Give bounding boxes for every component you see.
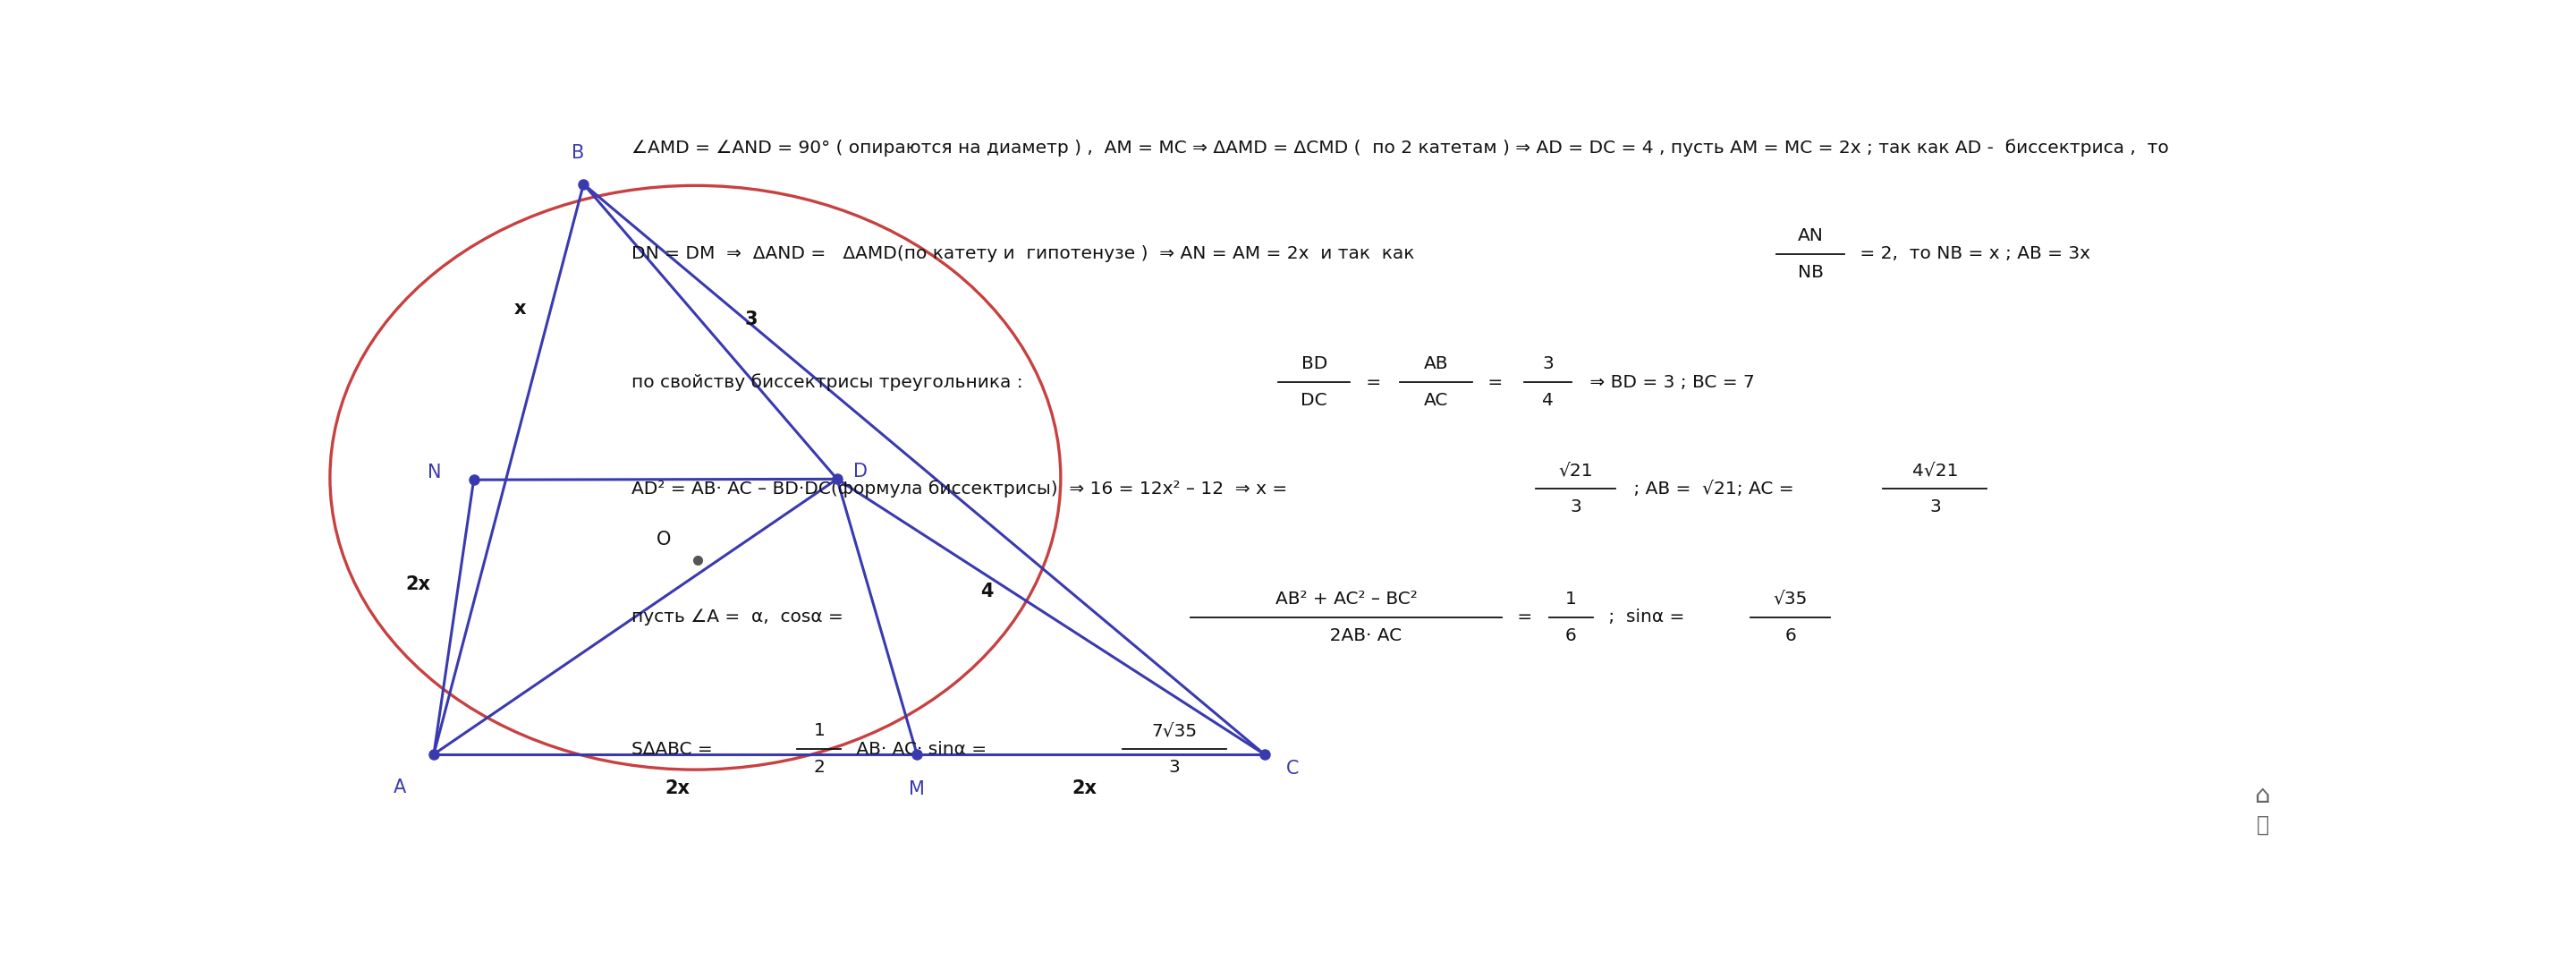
Text: N: N (428, 463, 443, 481)
Text: AD² = AB· AC – BD·DC(формула биссектрисы)  ⇒ 16 = 12x² – 12  ⇒ x =: AD² = AB· AC – BD·DC(формула биссектрисы… (631, 479, 1293, 497)
Text: A: A (394, 779, 407, 797)
Text: √21: √21 (1558, 462, 1592, 478)
Text: √35: √35 (1772, 590, 1808, 607)
Text: AB· AC· sinα =: AB· AC· sinα = (850, 740, 992, 758)
Text: 6: 6 (1566, 627, 1577, 644)
Text: 2x: 2x (404, 575, 430, 593)
Text: ;  sinα =: ; sinα = (1602, 609, 1690, 625)
Text: по свойству биссектрисы треугольника :: по свойству биссектрисы треугольника : (631, 374, 1028, 391)
Text: 2: 2 (814, 759, 824, 776)
Text: ⌂: ⌂ (2254, 782, 2269, 808)
Text: BD: BD (1301, 355, 1327, 373)
Text: 6: 6 (1785, 627, 1795, 644)
Text: M: M (909, 780, 925, 798)
Text: 3: 3 (1543, 355, 1553, 373)
Text: 3: 3 (1929, 498, 1940, 516)
Text: DN = DM  ⇒  ΔAND =   ΔAMD(по катету и  гипотенузе )  ⇒ AN = AM = 2x  и так  как: DN = DM ⇒ ΔAND = ΔAMD(по катету и гипоте… (631, 245, 1414, 262)
Text: AB: AB (1425, 355, 1448, 373)
Text: ⇒ BD = 3 ; BC = 7: ⇒ BD = 3 ; BC = 7 (1584, 374, 1754, 391)
Text: AC: AC (1425, 392, 1448, 409)
Text: D: D (853, 463, 868, 480)
Text: 3: 3 (744, 311, 757, 329)
Text: 4: 4 (1543, 392, 1553, 409)
Text: DC: DC (1301, 392, 1327, 409)
Text: ⌕: ⌕ (2257, 814, 2269, 836)
Text: = 2,  то NB = x ; AB = 3x: = 2, то NB = x ; AB = 3x (1855, 245, 2089, 262)
Text: 1: 1 (814, 722, 824, 740)
Text: B: B (572, 144, 585, 162)
Text: 2x: 2x (1072, 779, 1097, 797)
Text: 3: 3 (1170, 759, 1180, 776)
Text: AN: AN (1798, 227, 1824, 244)
Text: O: O (657, 531, 672, 549)
Text: 4: 4 (981, 582, 994, 600)
Text: NB: NB (1798, 264, 1824, 280)
Text: =: = (1481, 374, 1510, 391)
Text: 7√35: 7√35 (1151, 722, 1198, 740)
Text: пусть ∠A =  α,  cosα =: пусть ∠A = α, cosα = (631, 609, 850, 625)
Text: S∆ABC =: S∆ABC = (631, 740, 719, 758)
Text: =: = (1360, 374, 1386, 391)
Text: C: C (1285, 760, 1298, 778)
Text: 4√21: 4√21 (1911, 462, 1958, 478)
Text: ; AB =  √21; AC =: ; AB = √21; AC = (1628, 480, 1801, 497)
Text: =: = (1512, 609, 1538, 625)
Text: 1: 1 (1566, 590, 1577, 607)
Text: 3: 3 (1569, 498, 1582, 516)
Text: 2AB· AC: 2AB· AC (1291, 627, 1401, 644)
Text: 2x: 2x (665, 779, 690, 797)
Text: x: x (513, 300, 526, 317)
Text: ∠AMD = ∠AND = 90° ( опираются на диаметр ) ,  AM = MC ⇒ ΔAMD = ΔCMD (  по 2 кате: ∠AMD = ∠AND = 90° ( опираются на диаметр… (631, 138, 2169, 156)
Text: AB² + AC² – BC²: AB² + AC² – BC² (1275, 590, 1417, 607)
